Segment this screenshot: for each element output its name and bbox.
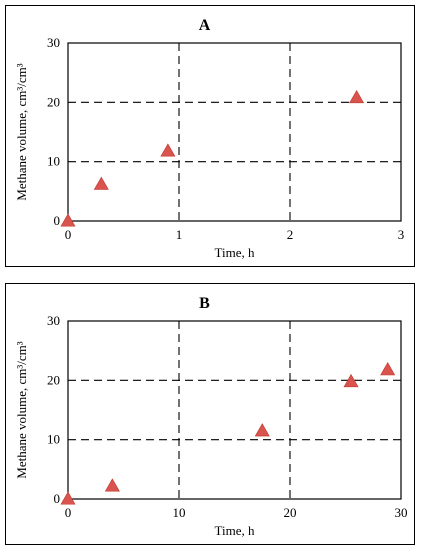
- chart-panel-a: A 0 10 20 30 0 1 2 3 Time, h Methane volume, cm³/c…: [5, 5, 415, 267]
- data-point-b: [104, 478, 120, 492]
- chart-title-a: A: [199, 17, 211, 34]
- data-point-b: [254, 423, 270, 437]
- chart-panel-b: B 0 10 20 30 0 10 20 30 Time, h Methane volume, cm…: [5, 283, 415, 545]
- y-tick-label-b: 10: [47, 432, 60, 447]
- x-tick-label-a: 1: [176, 227, 183, 242]
- x-tick-label-b: 10: [173, 505, 186, 520]
- y-axis-title-b: Methane volume, cm³/cm³: [14, 341, 29, 478]
- y-tick-label-a: 20: [47, 94, 60, 109]
- chart-a-svg: A 0 10 20 30 0 1 2 3 Time, h Methane volume, cm³/c…: [14, 17, 405, 260]
- x-axis-title-a: Time, h: [215, 245, 255, 260]
- x-tick-label-b: 30: [395, 505, 408, 520]
- data-point-b: [60, 491, 76, 505]
- x-tick-label-b: 0: [65, 505, 72, 520]
- y-tick-label-a: 10: [47, 154, 60, 169]
- x-tick-label-a: 2: [287, 227, 294, 242]
- y-tick-label-b: 30: [47, 313, 60, 328]
- y-tick-label-b: 0: [54, 491, 61, 506]
- x-tick-label-a: 3: [398, 227, 405, 242]
- data-point-b: [380, 362, 396, 376]
- data-point-a: [349, 89, 365, 104]
- x-tick-label-b: 20: [284, 505, 297, 520]
- y-tick-label-a: 0: [54, 213, 61, 228]
- x-tick-label-a: 0: [65, 227, 72, 242]
- plot-area-a: [67, 42, 402, 222]
- y-tick-label-a: 30: [47, 35, 60, 50]
- chart-b-svg: B 0 10 20 30 0 10 20 30 Time, h Methane volume, cm…: [14, 295, 408, 538]
- data-point-a: [60, 213, 76, 227]
- data-point-a: [93, 176, 109, 190]
- data-point-a: [160, 143, 176, 157]
- chart-title-b: B: [199, 295, 210, 312]
- y-tick-label-b: 20: [47, 372, 60, 387]
- y-axis-title-a: Methane volume, cm³/cm³: [14, 63, 29, 200]
- data-point-b: [343, 373, 359, 388]
- x-axis-title-b: Time, h: [215, 523, 255, 538]
- plot-area-b: [67, 320, 402, 500]
